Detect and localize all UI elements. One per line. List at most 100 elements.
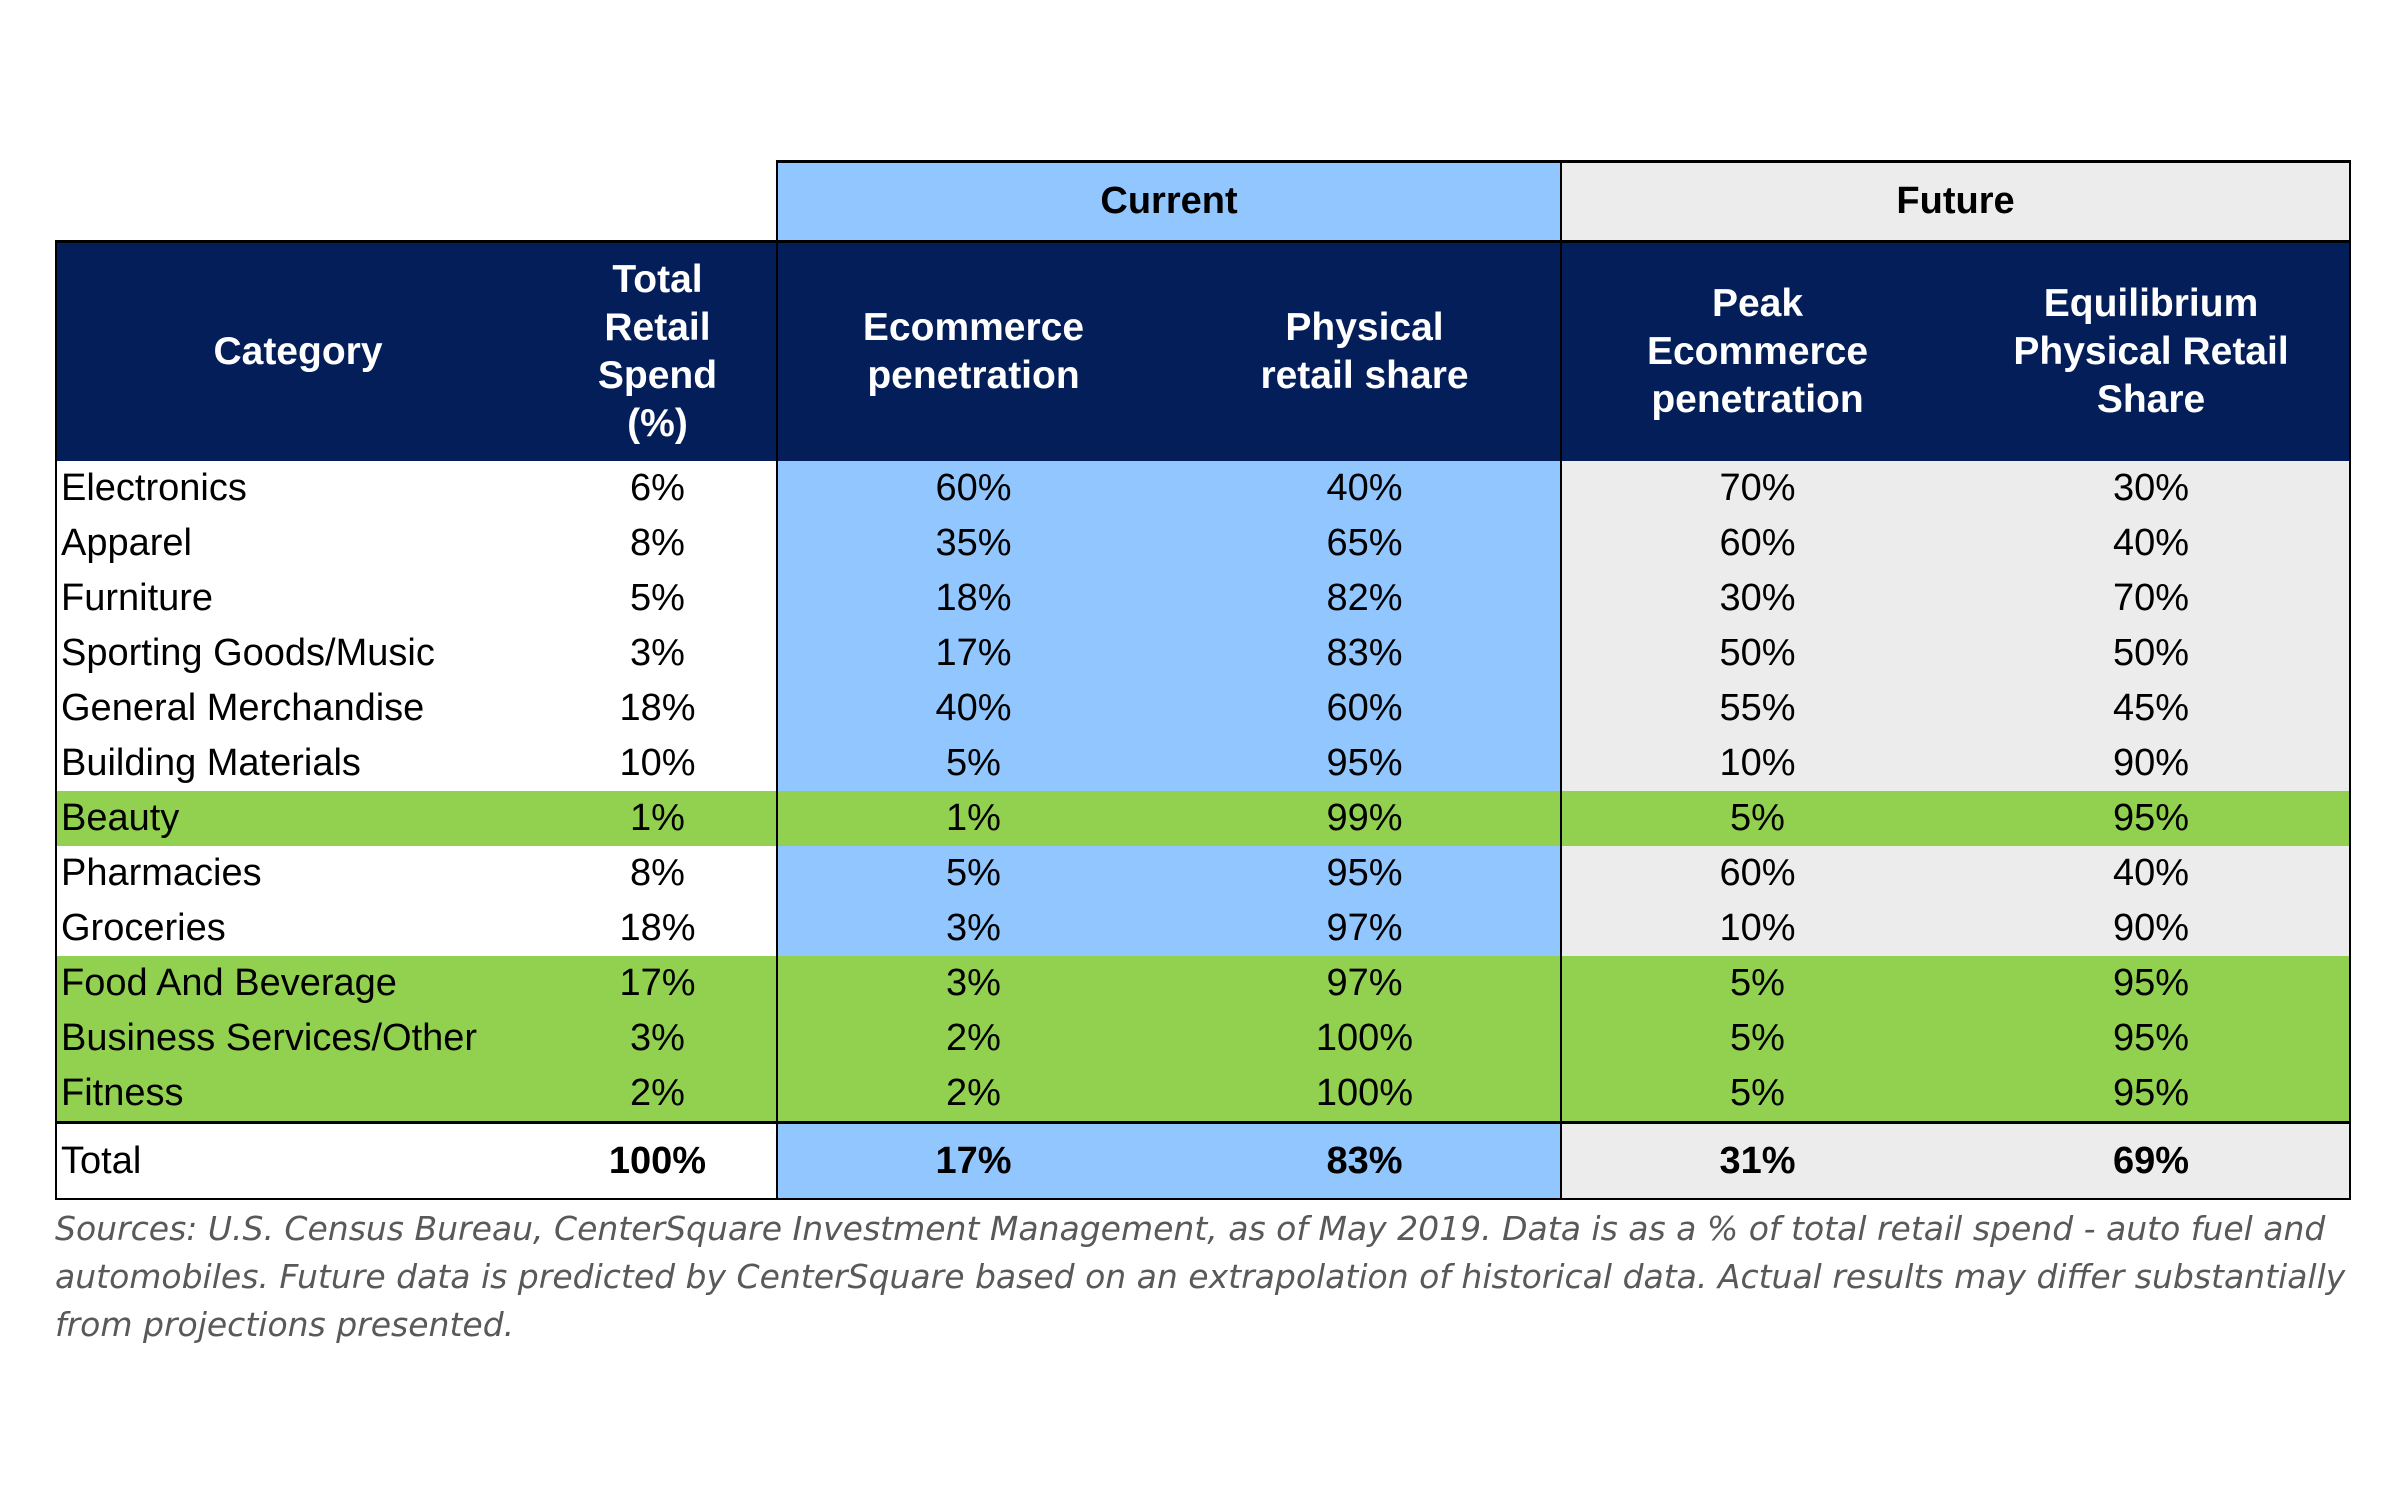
column-header-peak-ecommerce-penetration: Peak Ecommerce penetration [1560,240,1954,461]
table-row: Pharmacies 8% 5% 95% 60% 40% [55,846,2352,901]
physical-retail-share-cell: 95% [1169,736,1562,791]
category-cell: Beauty [55,791,539,846]
peak-ecommerce-penetration-cell: 30% [1560,571,1954,626]
peak-ecommerce-penetration-cell: 5% [1560,956,1954,1011]
physical-retail-share-cell: 100% [1169,1066,1562,1123]
total-category-cell: Total [55,1121,539,1200]
peak-ecommerce-penetration-cell: 55% [1560,681,1954,736]
table-row: Beauty 1% 1% 99% 5% 95% [55,791,2352,846]
column-header-ecommerce-penetration: Ecommerce penetration [776,240,1169,461]
category-cell: Food And Beverage [55,956,539,1011]
category-cell: General Merchandise [55,681,539,736]
total-peak-ecommerce-cell: 31% [1560,1121,1954,1200]
ecommerce-penetration-cell: 5% [776,736,1169,791]
category-cell: Pharmacies [55,846,539,901]
peak-ecommerce-penetration-cell: 10% [1560,901,1954,956]
category-cell: Apparel [55,516,539,571]
peak-ecommerce-penetration-cell: 5% [1560,791,1954,846]
equilibrium-physical-retail-share-cell: 70% [1953,571,2352,626]
physical-retail-share-cell: 97% [1169,956,1562,1011]
peak-ecommerce-penetration-cell: 60% [1560,846,1954,901]
category-cell: Building Materials [55,736,539,791]
ecommerce-penetration-cell: 5% [776,846,1169,901]
physical-retail-share-cell: 99% [1169,791,1562,846]
group-header-blank [56,161,777,242]
category-cell: Sporting Goods/Music [55,626,539,681]
column-header-equilibrium-physical-retail-share-text: Equilibrium Physical Retail Share [2013,282,2289,421]
table-row: General Merchandise 18% 40% 60% 55% 45% [55,681,2352,736]
group-header-current: Current [775,160,1563,242]
column-header-physical-retail-share-text: Physical retail share [1260,306,1469,397]
equilibrium-physical-retail-share-cell: 95% [1953,791,2352,846]
peak-ecommerce-penetration-cell: 5% [1560,1066,1954,1123]
total-ecommerce-cell: 17% [776,1121,1169,1200]
peak-ecommerce-penetration-cell: 50% [1560,626,1954,681]
total-equilibrium-cell: 69% [1953,1121,2352,1200]
equilibrium-physical-retail-share-cell: 95% [1953,1066,2352,1123]
category-cell: Groceries [55,901,539,956]
peak-ecommerce-penetration-cell: 10% [1560,736,1954,791]
total-retail-spend-cell: 10% [539,736,777,791]
total-retail-spend-cell: 3% [539,1011,777,1066]
equilibrium-physical-retail-share-cell: 90% [1953,736,2352,791]
column-header-category: Category [55,240,539,461]
column-header-ecommerce-penetration-text: Ecommerce penetration [862,306,1085,397]
equilibrium-physical-retail-share-cell: 30% [1953,461,2352,516]
total-retail-spend-cell: 2% [539,1066,777,1123]
category-cell: Business Services/Other [55,1011,539,1066]
equilibrium-physical-retail-share-cell: 95% [1953,1011,2352,1066]
group-header-future: Future [1560,160,2352,242]
ecommerce-penetration-cell: 1% [776,791,1169,846]
category-cell: Electronics [55,461,539,516]
table-row: Apparel 8% 35% 65% 60% 40% [55,516,2352,571]
column-header-physical-retail-share: Physical retail share [1169,240,1562,461]
source-footnote: Sources: U.S. Census Bureau, CenterSquar… [55,1209,2346,1344]
category-cell: Furniture [55,571,539,626]
table-row: Sporting Goods/Music 3% 17% 83% 50% 50% [55,626,2352,681]
peak-ecommerce-penetration-cell: 5% [1560,1011,1954,1066]
ecommerce-penetration-cell: 2% [776,1011,1169,1066]
column-header-total-retail-spend-text: Total Retail Spend (%) [597,258,718,445]
table-row: Business Services/Other 3% 2% 100% 5% 95% [55,1011,2352,1066]
retail-penetration-table: Current Future Category Total Retail Spe… [55,160,2352,1200]
ecommerce-penetration-cell: 2% [776,1066,1169,1123]
total-retail-spend-cell: 8% [539,516,777,571]
equilibrium-physical-retail-share-cell: 40% [1953,846,2352,901]
total-retail-spend-cell: 1% [539,791,777,846]
physical-retail-share-cell: 83% [1169,626,1562,681]
total-retail-spend-cell: 3% [539,626,777,681]
total-retail-spend-cell: 18% [539,681,777,736]
total-retail-spend-cell: 18% [539,901,777,956]
total-retail-spend-cell: 6% [539,461,777,516]
table-row: Fitness 2% 2% 100% 5% 95% [55,1066,2352,1123]
total-retail-spend-cell: 8% [539,846,777,901]
peak-ecommerce-penetration-cell: 60% [1560,516,1954,571]
equilibrium-physical-retail-share-cell: 90% [1953,901,2352,956]
equilibrium-physical-retail-share-cell: 50% [1953,626,2352,681]
total-spend-cell: 100% [539,1121,777,1200]
equilibrium-physical-retail-share-cell: 95% [1953,956,2352,1011]
total-physical-cell: 83% [1169,1121,1562,1200]
group-header-row: Current Future [56,160,2352,242]
table-row: Groceries 18% 3% 97% 10% 90% [55,901,2352,956]
column-header-peak-ecommerce-penetration-text: Peak Ecommerce penetration [1646,282,1869,421]
ecommerce-penetration-cell: 18% [776,571,1169,626]
column-header-equilibrium-physical-retail-share: Equilibrium Physical Retail Share [1953,240,2352,461]
total-row: Total 100% 17% 83% 31% 69% [55,1121,2352,1200]
equilibrium-physical-retail-share-cell: 45% [1953,681,2352,736]
physical-retail-share-cell: 100% [1169,1011,1562,1066]
ecommerce-penetration-cell: 40% [776,681,1169,736]
physical-retail-share-cell: 82% [1169,571,1562,626]
ecommerce-penetration-cell: 17% [776,626,1169,681]
category-cell: Fitness [55,1066,539,1123]
table-row: Building Materials 10% 5% 95% 10% 90% [55,736,2352,791]
physical-retail-share-cell: 65% [1169,516,1562,571]
ecommerce-penetration-cell: 3% [776,956,1169,1011]
physical-retail-share-cell: 60% [1169,681,1562,736]
total-retail-spend-cell: 17% [539,956,777,1011]
table-row: Food And Beverage 17% 3% 97% 5% 95% [55,956,2352,1011]
table-row: Furniture 5% 18% 82% 30% 70% [55,571,2352,626]
ecommerce-penetration-cell: 35% [776,516,1169,571]
physical-retail-share-cell: 95% [1169,846,1562,901]
table-row: Electronics 6% 60% 40% 70% 30% [55,461,2352,516]
